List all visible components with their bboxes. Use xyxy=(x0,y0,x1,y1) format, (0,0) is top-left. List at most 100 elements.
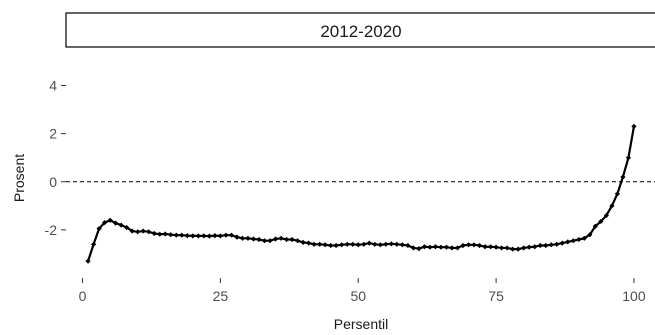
data-point xyxy=(206,233,212,239)
data-point xyxy=(223,232,229,238)
data-point xyxy=(443,244,450,250)
data-point xyxy=(377,242,383,248)
data-point xyxy=(487,244,494,250)
data-point xyxy=(96,226,102,232)
data-point xyxy=(250,236,257,242)
data-point xyxy=(416,246,422,252)
data-point xyxy=(432,244,439,250)
data-point xyxy=(355,242,361,248)
series-points xyxy=(85,123,637,264)
data-point xyxy=(140,228,146,234)
data-point xyxy=(405,242,411,249)
y-tick-label: -2 xyxy=(45,222,58,238)
data-point xyxy=(499,245,505,251)
facet-strip: 2012-2020 xyxy=(65,12,655,48)
x-tick-label: 50 xyxy=(350,288,366,304)
data-point xyxy=(190,233,196,239)
data-point xyxy=(179,232,185,238)
data-point xyxy=(465,242,472,248)
data-point xyxy=(427,244,433,250)
data-point xyxy=(521,245,527,251)
data-point xyxy=(85,258,91,264)
y-axis: -2 0 2 4 xyxy=(45,78,66,238)
data-point xyxy=(245,235,251,241)
data-point xyxy=(228,232,235,238)
data-point xyxy=(129,228,135,234)
data-point xyxy=(614,191,621,197)
data-point xyxy=(272,236,279,242)
data-point xyxy=(504,245,510,251)
data-point xyxy=(526,244,532,250)
data-point xyxy=(344,241,350,247)
data-point xyxy=(493,244,499,250)
data-point xyxy=(559,240,565,246)
data-point xyxy=(118,222,124,228)
data-point xyxy=(278,235,284,241)
data-point xyxy=(322,242,328,248)
data-point xyxy=(532,244,538,250)
data-point xyxy=(157,231,163,237)
data-point xyxy=(361,241,367,247)
data-point xyxy=(239,235,246,241)
data-point xyxy=(173,232,179,238)
data-point xyxy=(603,212,609,219)
data-point xyxy=(306,240,312,246)
data-point xyxy=(317,241,323,247)
data-point xyxy=(565,239,571,245)
x-tick-label: 75 xyxy=(488,288,504,304)
x-tick-label: 25 xyxy=(213,288,229,304)
data-point xyxy=(267,238,273,244)
data-point xyxy=(366,240,372,246)
y-axis-title: Prosent xyxy=(11,154,27,202)
data-point xyxy=(454,245,461,251)
x-tick-label: 100 xyxy=(622,288,646,304)
data-point xyxy=(543,242,549,249)
data-point xyxy=(168,232,174,238)
data-point xyxy=(438,244,444,250)
data-point xyxy=(570,238,576,244)
data-point xyxy=(609,203,615,209)
data-point xyxy=(339,242,345,248)
data-point xyxy=(146,229,152,235)
data-point xyxy=(421,244,428,250)
data-point xyxy=(548,242,554,248)
data-point xyxy=(598,218,604,225)
data-point xyxy=(383,241,389,247)
series-line xyxy=(87,126,636,262)
data-point xyxy=(294,238,301,244)
data-point xyxy=(289,236,295,243)
data-point xyxy=(449,245,455,251)
data-point xyxy=(162,231,168,237)
data-point xyxy=(587,232,593,238)
data-point xyxy=(283,236,290,243)
data-point xyxy=(101,220,108,226)
data-point xyxy=(510,246,516,252)
data-point xyxy=(201,233,207,239)
data-point xyxy=(394,241,400,247)
facet-strip-box xyxy=(65,12,655,48)
data-point xyxy=(261,238,268,244)
data-point xyxy=(471,242,477,248)
data-point xyxy=(576,236,582,243)
data-point xyxy=(184,233,190,239)
data-point xyxy=(195,233,201,239)
y-tick-label: 4 xyxy=(49,78,57,94)
data-point xyxy=(482,244,488,250)
data-point xyxy=(625,155,632,161)
data-point xyxy=(620,174,626,180)
data-point xyxy=(388,241,394,247)
data-point xyxy=(460,242,466,249)
data-point xyxy=(135,229,141,235)
data-point xyxy=(90,241,97,247)
x-axis: 0 25 50 75 100 xyxy=(79,278,646,304)
data-point xyxy=(592,223,598,229)
data-point xyxy=(212,233,218,239)
data-point xyxy=(399,242,405,248)
data-point xyxy=(631,123,637,130)
data-point xyxy=(300,239,306,245)
x-tick-label: 0 xyxy=(79,288,87,304)
data-point xyxy=(333,242,339,249)
data-point xyxy=(234,234,240,240)
data-point xyxy=(476,242,483,249)
